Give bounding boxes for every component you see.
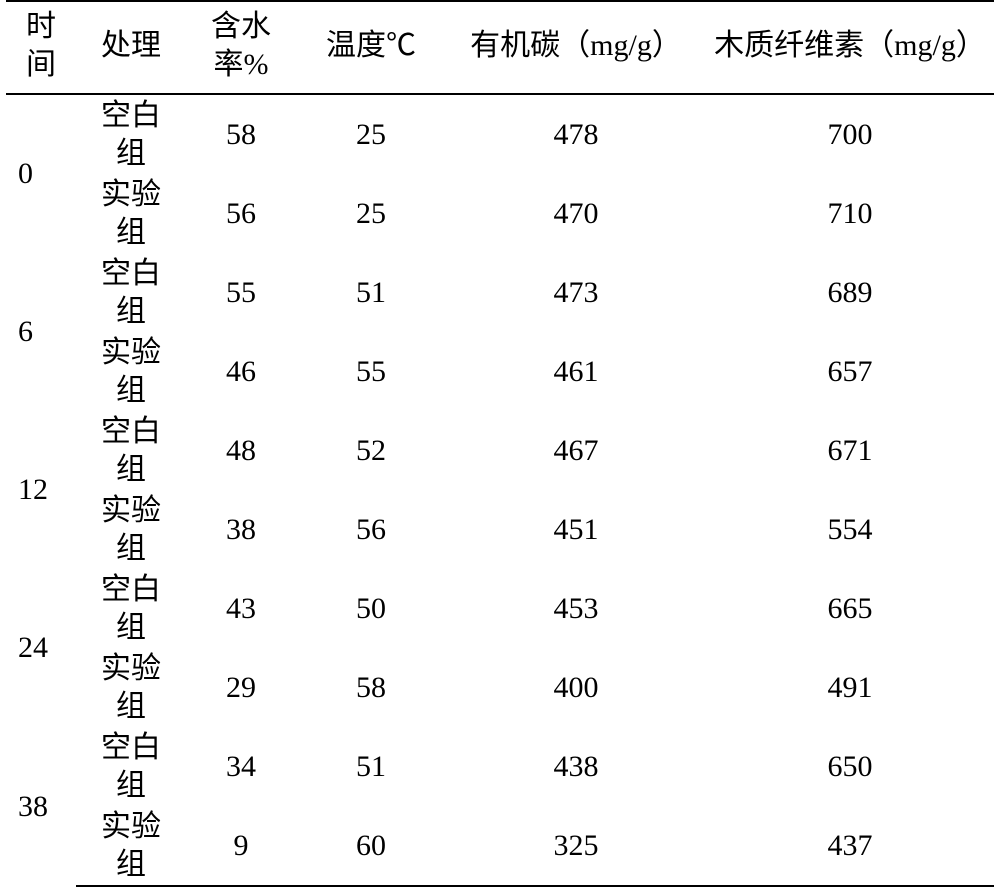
table-row: 实验 组 56 25 470 710 [6, 174, 994, 253]
table-row: 0 空白 组 58 25 478 700 [6, 94, 994, 174]
cell-ligno: 689 [706, 253, 994, 332]
cell-temp: 25 [296, 94, 446, 174]
data-table: 时 间 处理 含水 率% 温度℃ 有机碳（mg/g） 木质纤维素（mg/g） 0… [6, 0, 994, 887]
cell-oc: 467 [446, 411, 706, 490]
cell-oc: 453 [446, 569, 706, 648]
cell-time: 6 [6, 253, 76, 411]
cell-ligno: 665 [706, 569, 994, 648]
col-header-time-l2: 间 [26, 48, 56, 81]
cell-treat: 实验 组 [76, 648, 186, 727]
table-row: 实验 组 9 60 325 437 [6, 806, 994, 886]
col-header-time-l1: 时 [26, 10, 56, 43]
cell-temp: 25 [296, 174, 446, 253]
cell-oc: 478 [446, 94, 706, 174]
cell-treat: 空白 组 [76, 569, 186, 648]
col-header-time: 时 间 [6, 1, 76, 94]
cell-oc: 400 [446, 648, 706, 727]
col-header-moisture-l1: 含水 [211, 10, 271, 43]
cell-treat: 空白 组 [76, 94, 186, 174]
cell-treat: 实验 组 [76, 332, 186, 411]
cell-temp: 51 [296, 727, 446, 806]
cell-ligno: 657 [706, 332, 994, 411]
cell-temp: 58 [296, 648, 446, 727]
table-row: 实验 组 38 56 451 554 [6, 490, 994, 569]
cell-time: 38 [6, 727, 76, 886]
cell-temp: 56 [296, 490, 446, 569]
cell-moisture: 56 [186, 174, 296, 253]
cell-ligno: 671 [706, 411, 994, 490]
cell-moisture: 55 [186, 253, 296, 332]
cell-moisture: 9 [186, 806, 296, 886]
cell-moisture: 38 [186, 490, 296, 569]
cell-oc: 451 [446, 490, 706, 569]
cell-treat: 空白 组 [76, 411, 186, 490]
cell-temp: 55 [296, 332, 446, 411]
cell-temp: 51 [296, 253, 446, 332]
cell-temp: 52 [296, 411, 446, 490]
table-row: 实验 组 29 58 400 491 [6, 648, 994, 727]
cell-ligno: 554 [706, 490, 994, 569]
cell-temp: 50 [296, 569, 446, 648]
cell-ligno: 710 [706, 174, 994, 253]
cell-moisture: 46 [186, 332, 296, 411]
cell-time: 12 [6, 411, 76, 569]
cell-oc: 325 [446, 806, 706, 886]
cell-treat: 空白 组 [76, 727, 186, 806]
cell-moisture: 43 [186, 569, 296, 648]
cell-treat: 实验 组 [76, 490, 186, 569]
cell-time: 0 [6, 94, 76, 253]
col-header-moisture-l2: 率% [214, 48, 269, 81]
cell-ligno: 700 [706, 94, 994, 174]
cell-oc: 473 [446, 253, 706, 332]
cell-moisture: 29 [186, 648, 296, 727]
cell-oc: 438 [446, 727, 706, 806]
table-body: 0 空白 组 58 25 478 700 实验 组 56 25 470 710 [6, 94, 994, 886]
col-header-temp: 温度℃ [296, 1, 446, 94]
col-header-treat: 处理 [76, 1, 186, 94]
table-row: 12 空白 组 48 52 467 671 [6, 411, 994, 490]
col-header-oc: 有机碳（mg/g） [446, 1, 706, 94]
table-row: 6 空白 组 55 51 473 689 [6, 253, 994, 332]
cell-temp: 60 [296, 806, 446, 886]
cell-treat: 空白 组 [76, 253, 186, 332]
cell-treat: 实验 组 [76, 174, 186, 253]
cell-time: 24 [6, 569, 76, 727]
cell-moisture: 48 [186, 411, 296, 490]
col-header-ligno: 木质纤维素（mg/g） [706, 1, 994, 94]
cell-ligno: 491 [706, 648, 994, 727]
cell-moisture: 58 [186, 94, 296, 174]
cell-ligno: 650 [706, 727, 994, 806]
table-header-row: 时 间 处理 含水 率% 温度℃ 有机碳（mg/g） 木质纤维素（mg/g） [6, 1, 994, 94]
cell-oc: 470 [446, 174, 706, 253]
cell-treat: 实验 组 [76, 806, 186, 886]
cell-moisture: 34 [186, 727, 296, 806]
col-header-moisture: 含水 率% [186, 1, 296, 94]
table-row: 38 空白 组 34 51 438 650 [6, 727, 994, 806]
cell-oc: 461 [446, 332, 706, 411]
table-row: 24 空白 组 43 50 453 665 [6, 569, 994, 648]
table-row: 实验 组 46 55 461 657 [6, 332, 994, 411]
cell-ligno: 437 [706, 806, 994, 886]
